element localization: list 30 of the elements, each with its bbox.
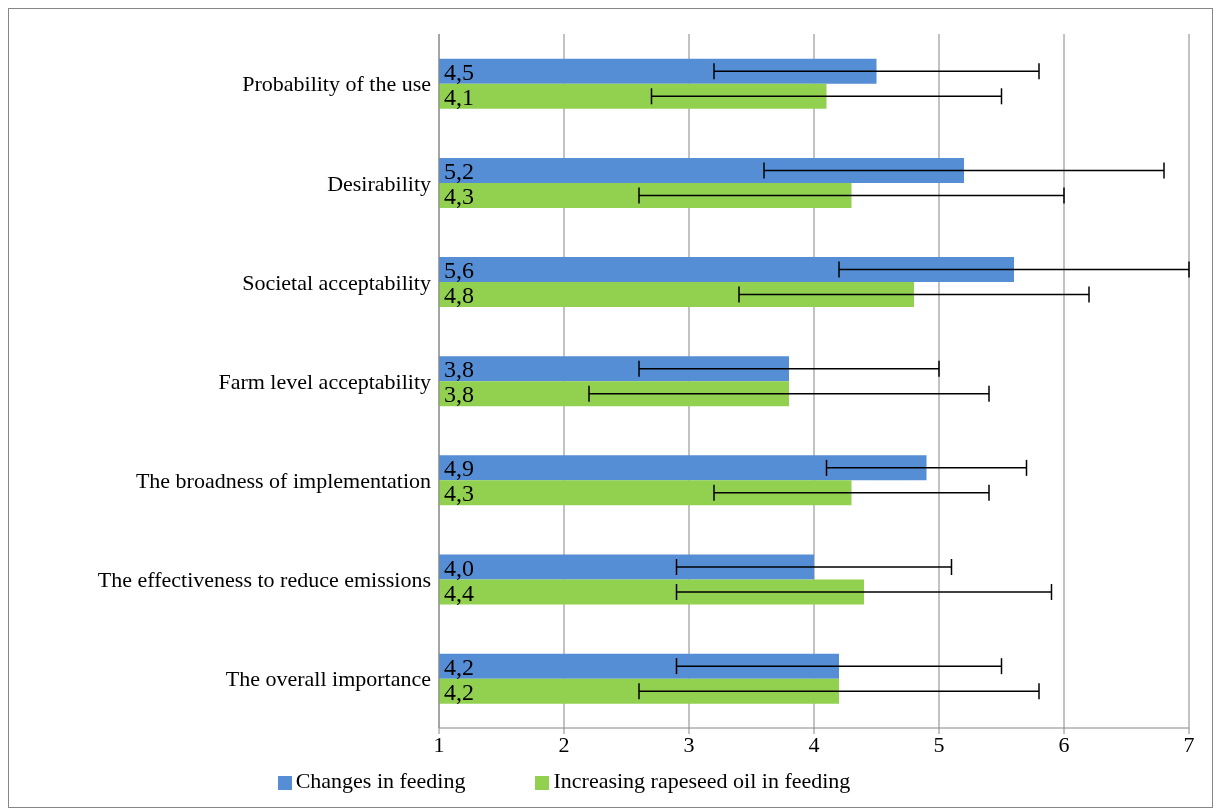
- data-label: 4,3: [444, 480, 474, 507]
- y-tick-label: Desirability: [327, 170, 431, 196]
- data-label: 3,8: [444, 356, 474, 383]
- data-label: 4,8: [444, 282, 474, 309]
- x-tick-label: 5: [933, 731, 945, 757]
- x-tick-label: 1: [433, 731, 445, 757]
- x-tick-label: 3: [683, 731, 695, 757]
- data-label: 3,8: [444, 381, 474, 408]
- legend-label: Changes in feeding: [295, 768, 466, 793]
- x-tick-label: 6: [1058, 731, 1070, 757]
- data-label: 5,2: [444, 157, 474, 184]
- data-label: 4,3: [444, 182, 474, 209]
- y-tick-label: Probability of the use: [242, 71, 431, 97]
- data-label: 4,5: [444, 58, 474, 85]
- y-tick-label: The effectiveness to reduce emissions: [97, 567, 431, 593]
- x-tick-label: 2: [558, 731, 570, 757]
- x-tick-label: 7: [1183, 731, 1195, 757]
- legend-label: Increasing rapeseed oil in feeding: [553, 768, 851, 793]
- data-label: 4,2: [444, 678, 474, 705]
- y-tick-label: The broadness of implementation: [135, 467, 431, 493]
- y-tick-label: The overall importance: [225, 666, 431, 692]
- data-label: 4,1: [444, 83, 474, 110]
- data-label: 4,9: [444, 455, 474, 482]
- data-label: 5,6: [444, 257, 474, 284]
- x-tick-label: 4: [808, 731, 820, 757]
- data-label: 4,0: [444, 554, 474, 581]
- y-tick-label: Societal acceptability: [242, 269, 431, 295]
- data-label: 4,4: [444, 579, 474, 606]
- data-label: 4,2: [444, 653, 474, 680]
- y-tick-label: Farm level acceptability: [218, 368, 431, 394]
